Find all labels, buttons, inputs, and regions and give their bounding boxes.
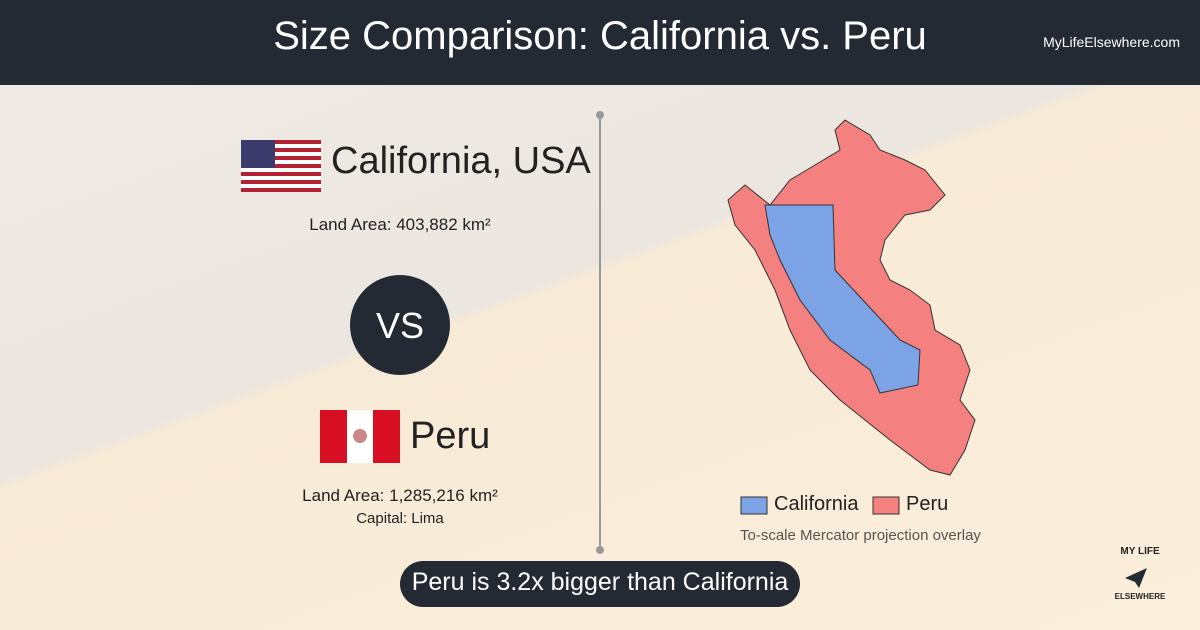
us-flag (241, 140, 321, 192)
logo-bottom: ELSEWHERE (1114, 592, 1166, 601)
place1-name: California, USA (331, 140, 591, 182)
summary-pill (400, 561, 800, 607)
logo-top: MY LIFE (1120, 546, 1160, 557)
legend-swatch (872, 496, 900, 515)
place2-capital: Capital: Lima (356, 510, 444, 527)
place2-name: Peru (410, 415, 491, 457)
peru-flag (320, 410, 400, 463)
summary: Peru is 3.2x bigger than California (411, 568, 789, 596)
title: Size Comparison: California vs. Peru (273, 14, 927, 58)
divider-end (596, 546, 604, 554)
legend-label: California (774, 493, 859, 515)
vs-circle (350, 275, 450, 375)
california-shape (764, 204, 921, 394)
site: MyLifeElsewhere.com (1043, 34, 1180, 50)
vs: VS (375, 305, 425, 346)
divider-end (596, 111, 604, 119)
legend-label: Peru (906, 493, 949, 515)
header: Size Comparison: California vs. Peru MyL… (0, 0, 1200, 85)
legend-swatch (740, 496, 768, 515)
logo-plane (1125, 568, 1147, 588)
place1-area: Land Area: 403,882 km² (309, 215, 491, 234)
place2-area: Land Area: 1,285,216 km² (302, 486, 498, 505)
map-note: To-scale Mercator projection overlay (740, 527, 981, 544)
